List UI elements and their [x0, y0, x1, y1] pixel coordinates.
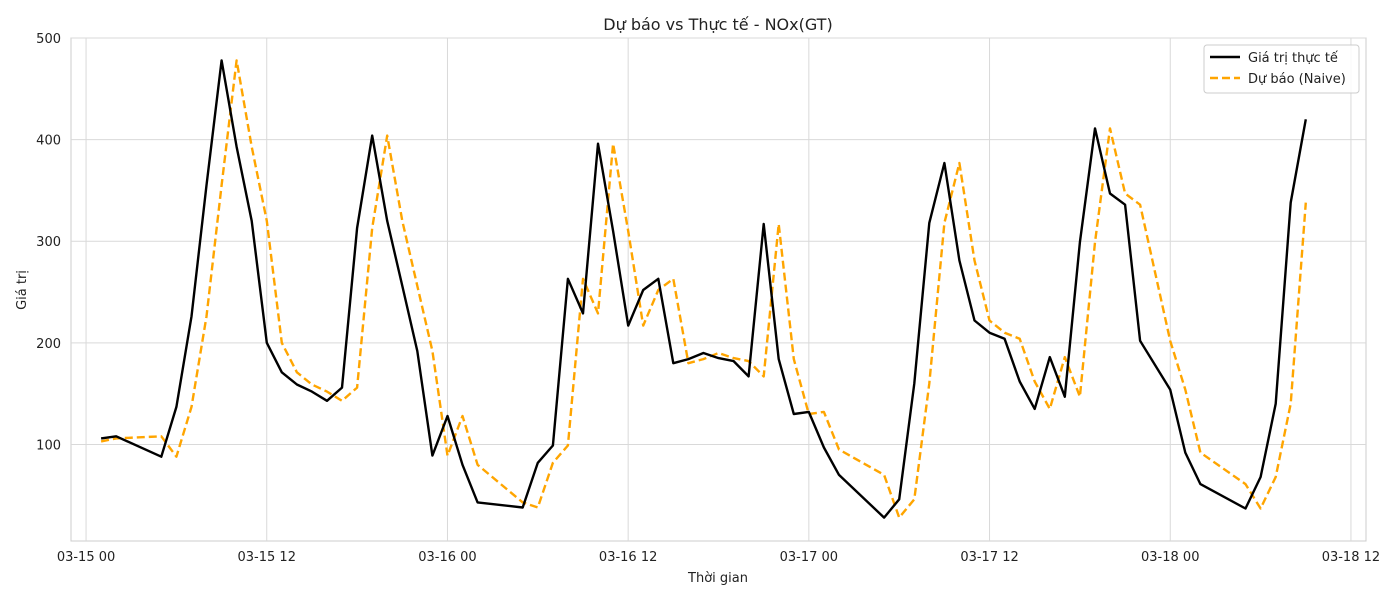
plot-area: [70, 37, 1367, 542]
x-tick-label: 03-18 12: [1322, 550, 1380, 565]
y-tick-label: 100: [36, 438, 61, 453]
y-tick-labels: 100 200 300 400 500: [36, 32, 61, 453]
x-tick-label: 03-18 00: [1141, 550, 1199, 565]
y-gridlines: [71, 37, 1366, 445]
y-tick-label: 400: [36, 134, 61, 149]
legend-box: [1203, 44, 1360, 94]
x-tick-label: 03-15 00: [57, 550, 115, 565]
y-tick-label: 300: [36, 235, 61, 250]
legend: Giá trị thực tế Dự báo (Naive): [1203, 44, 1360, 94]
x-tick-label: 03-17 00: [780, 550, 838, 565]
series-layer: [100, 59, 1307, 519]
x-tick-labels: 03-15 00 03-15 12 03-16 00 03-16 12 03-17 00…: [57, 550, 1380, 565]
legend-label-actual: Giá trị thực tế: [1248, 51, 1338, 66]
y-axis-title: Giá trị: [15, 270, 30, 310]
y-tick-label: 500: [36, 32, 61, 47]
x-tick-label: 03-16 00: [418, 550, 476, 565]
legend-label-forecast: Dự báo (Naive): [1248, 72, 1346, 87]
y-tick-label: 200: [36, 337, 61, 352]
x-gridlines: [85, 38, 1352, 541]
series-line-naive-forecast: [100, 59, 1307, 519]
x-tick-label: 03-16 12: [599, 550, 657, 565]
x-axis-title: Thời gian: [687, 571, 748, 586]
series-line-actual: [100, 59, 1307, 519]
x-tick-label: 03-17 12: [960, 550, 1018, 565]
chart-title: Dự báo vs Thực tế - NOx(GT): [603, 15, 832, 34]
x-tick-label: 03-15 12: [238, 550, 296, 565]
